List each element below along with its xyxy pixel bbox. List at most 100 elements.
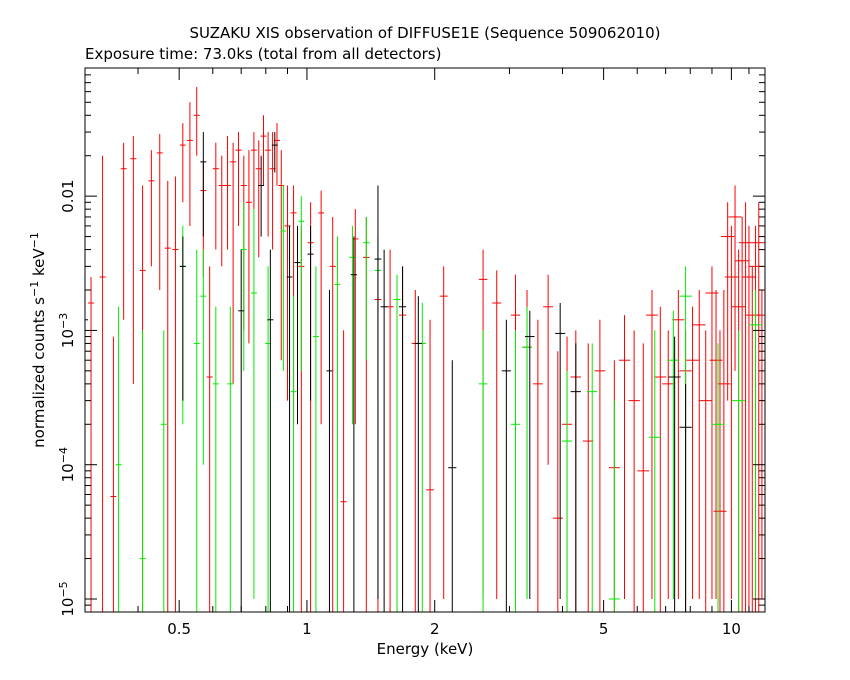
x-tick-label: 5 (599, 620, 609, 638)
data-point (414, 296, 423, 612)
data-point (139, 330, 146, 612)
data-point (164, 180, 171, 612)
data-point (363, 216, 370, 361)
x-tick-label: 1 (302, 620, 312, 638)
y-axis-label-sup2: −1 (28, 232, 41, 248)
data-point (120, 142, 127, 320)
data-point (329, 216, 336, 612)
data-point (148, 150, 155, 267)
data-point (646, 289, 658, 599)
data-point (260, 115, 267, 186)
axis-ticks: 0.5 1 2 5 10 10−5 10−4 10−3 0.01 (57, 67, 766, 638)
data-point (380, 249, 388, 612)
chart-title: SUZAKU XIS observation of DIFFUSE1E (Seq… (190, 24, 661, 42)
data-point (172, 176, 179, 612)
data-point (552, 351, 563, 612)
data-point (349, 225, 356, 425)
x-tick-label: 10 (722, 620, 741, 638)
data-point (352, 209, 359, 425)
series-1 (115, 185, 763, 612)
data-point (398, 266, 407, 612)
data-point (224, 136, 231, 250)
data-point (258, 155, 265, 237)
data-point (586, 343, 598, 612)
data-point (290, 296, 297, 612)
data-point (543, 274, 554, 465)
data-point (662, 330, 675, 599)
data-point (522, 306, 532, 599)
data-point (318, 190, 325, 425)
data-point (478, 330, 488, 612)
x-tick-label: 2 (430, 620, 440, 638)
data-point (298, 196, 305, 371)
data-point (386, 249, 394, 612)
data-point (608, 400, 620, 612)
y-tick-label: 10−4 (57, 447, 77, 482)
data-point (728, 185, 742, 371)
data-point (748, 289, 763, 599)
data-point (186, 102, 193, 226)
y-axis-label-mid: keV (30, 248, 48, 281)
data-point (713, 330, 727, 612)
y-axis-label-sup1: −1 (28, 281, 41, 297)
y-axis-label-main: normalized counts s (30, 297, 48, 448)
data-point (525, 310, 535, 599)
data-point (426, 319, 434, 612)
data-point (326, 289, 333, 612)
data-point (393, 274, 401, 612)
data-point (238, 249, 245, 612)
data-point (755, 289, 765, 599)
data-point (711, 343, 725, 612)
chart-subtitle: Exposure time: 73.0ks (total from all de… (85, 45, 441, 63)
data-point (334, 236, 341, 612)
data-point (492, 270, 502, 599)
data-point (227, 306, 234, 612)
y-tick-label: 10−5 (57, 581, 77, 616)
data-point (721, 202, 735, 401)
data-point (307, 225, 314, 401)
data-point (654, 306, 667, 612)
data-point (340, 330, 347, 612)
data-point (561, 370, 573, 612)
series-2 (84, 132, 692, 612)
data-point (555, 303, 566, 599)
data-point (250, 209, 257, 599)
data-point (280, 185, 287, 371)
data-point (265, 132, 272, 237)
data-point (679, 383, 692, 612)
data-point (212, 142, 219, 250)
y-tick-label: 0.01 (59, 179, 77, 212)
data-point (533, 319, 543, 612)
data-point (218, 155, 225, 267)
data-point (200, 249, 207, 465)
data-point (692, 289, 706, 599)
data-point (294, 225, 301, 425)
data-point (439, 266, 448, 599)
data-point (193, 249, 200, 612)
data-point (193, 86, 200, 156)
x-tick-label: 0.5 (167, 620, 191, 638)
data-point (245, 150, 252, 344)
data-point (271, 132, 278, 173)
y-tick-label: 10−3 (57, 313, 77, 348)
data-point (110, 336, 117, 612)
data-point (312, 266, 319, 612)
data-point (501, 319, 511, 612)
data-point (160, 330, 167, 612)
data-point (156, 134, 163, 290)
data-point (731, 330, 746, 612)
data-point (99, 155, 106, 612)
data-point (235, 132, 242, 226)
data-point (738, 202, 753, 612)
data-point (267, 249, 274, 612)
data-point (115, 306, 122, 612)
data-point (618, 315, 631, 599)
plot-frame (84, 67, 766, 613)
data-point (717, 289, 731, 612)
data-point (735, 216, 749, 612)
data-point (637, 343, 650, 612)
data-point (130, 136, 137, 384)
data-point (751, 202, 765, 612)
data-series-layer (84, 86, 765, 612)
